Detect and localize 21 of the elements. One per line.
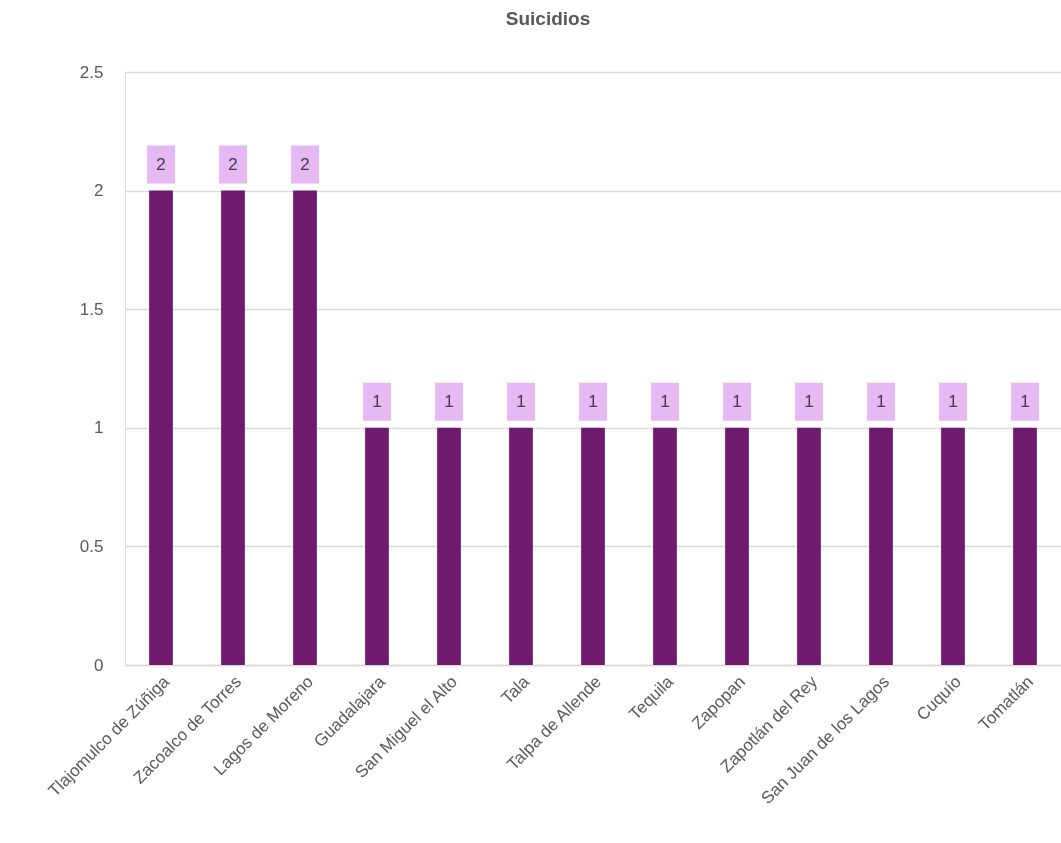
data-label: 2	[228, 154, 238, 174]
data-label: 1	[660, 391, 670, 411]
data-label: 2	[300, 154, 310, 174]
data-label: 1	[516, 391, 526, 411]
y-tick-label: 1.5	[79, 299, 104, 319]
y-tick-label: 2.5	[79, 62, 104, 82]
y-tick-label: 2	[94, 181, 104, 201]
x-tick-label: Tala	[497, 671, 534, 708]
data-label: 1	[588, 391, 598, 411]
data-label: 1	[372, 391, 382, 411]
y-tick-label: 0	[94, 655, 104, 675]
data-label: 1	[444, 391, 454, 411]
chart-title: Suicidios	[505, 8, 591, 29]
y-tick-label: 0.5	[79, 536, 104, 556]
y-tick-label: 1	[94, 418, 104, 438]
data-label: 1	[804, 391, 814, 411]
data-label: 1	[948, 391, 958, 411]
data-label: 1	[732, 391, 742, 411]
data-label: 1	[1020, 391, 1030, 411]
data-label: 2	[156, 154, 166, 174]
data-label: 1	[876, 391, 886, 411]
